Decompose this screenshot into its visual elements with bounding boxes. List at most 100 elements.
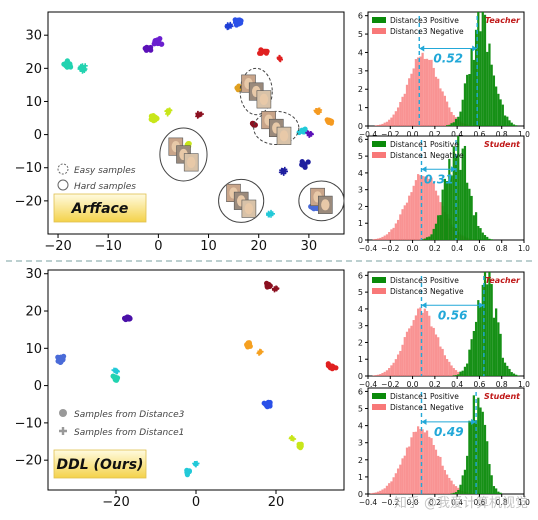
histogram-bar xyxy=(503,362,507,376)
y-tick-label: 4 xyxy=(358,48,363,57)
histogram-bar xyxy=(430,326,433,376)
histogram-bar xyxy=(396,468,400,494)
y-tick-label: 1 xyxy=(358,219,363,228)
histogram-bar xyxy=(499,99,502,126)
cluster-point xyxy=(151,41,157,47)
histogram-bar xyxy=(414,59,418,126)
histogram-bar xyxy=(370,493,373,494)
cluster-point xyxy=(125,316,132,322)
series-1 xyxy=(374,52,473,127)
y-tick-label: −10 xyxy=(15,416,42,431)
x-tick-label: 1.0 xyxy=(518,498,530,507)
gap-arrowhead-right xyxy=(451,166,457,173)
y-tick-label: 0 xyxy=(358,372,363,381)
cluster-9 xyxy=(271,285,280,293)
x-tick-label: 0.8 xyxy=(496,380,508,389)
histogram-bar xyxy=(454,375,458,376)
histogram-bar xyxy=(414,315,418,376)
histogram-bar xyxy=(517,375,520,376)
histogram-bar xyxy=(410,73,413,126)
histogram-bar xyxy=(423,58,426,127)
cluster-6 xyxy=(244,340,253,350)
histogram-bar xyxy=(450,480,453,494)
cluster-10 xyxy=(261,399,273,410)
histogram-bottom-right-lower: 0 1 2 3 4 5 6 −0.4 −0.2 0.0 0.2 0.4 0.6 0.8 1.0 0.49 Dis… xyxy=(358,387,530,507)
histogram-bar xyxy=(428,436,431,494)
histogram-bar xyxy=(403,93,406,126)
y-tick-label: 3 xyxy=(358,186,363,195)
cluster-12 xyxy=(296,441,304,451)
cluster-point xyxy=(225,22,231,28)
histogram-bar xyxy=(401,458,404,494)
x-tick-label: 0.2 xyxy=(429,244,441,253)
legend-label: Distance3 Positive xyxy=(390,276,459,285)
histogram-bar xyxy=(437,337,440,376)
histogram-bar xyxy=(430,438,433,494)
x-tick-label: −0.2 xyxy=(381,244,399,253)
histogram-bar xyxy=(448,361,451,376)
histogram-bar xyxy=(457,489,460,494)
histogram-bar xyxy=(483,14,487,126)
histogram-bar xyxy=(394,473,397,494)
histogram-bar xyxy=(463,145,467,240)
hard-sample-ellipse xyxy=(298,180,345,222)
cluster-point xyxy=(297,442,303,448)
y-tick-label: 20 xyxy=(25,62,42,77)
histogram-bar xyxy=(479,306,482,376)
cluster-point xyxy=(145,45,151,51)
histogram-bar xyxy=(419,175,422,240)
scatter-panel-bottom-left: −20 0 20 −20 −10 0 10 20 30 Samples from Distance… xyxy=(15,267,345,510)
histogram-bar xyxy=(403,455,406,494)
x-tick-label: 0.0 xyxy=(407,380,419,389)
histogram-bar xyxy=(441,189,444,240)
histogram-bar xyxy=(450,123,453,126)
legend-label: Distance1 Positive xyxy=(390,392,459,401)
series-1 xyxy=(370,426,473,494)
cluster-5 xyxy=(192,460,200,468)
cluster-point xyxy=(257,350,262,356)
x-tick-label: 1.0 xyxy=(518,380,530,389)
histogram-bar xyxy=(437,215,440,240)
x-tick-label: 0.4 xyxy=(451,130,463,139)
histogram-bar xyxy=(488,43,491,127)
corner-label: Student xyxy=(484,392,521,401)
histogram-bar xyxy=(432,228,435,240)
cluster-7 xyxy=(256,348,264,356)
histogram-bar xyxy=(379,490,382,494)
histogram-bar xyxy=(381,372,384,376)
gap-label: 0.49 xyxy=(434,425,464,439)
hard-sample-ellipse xyxy=(218,178,265,223)
histogram-bar xyxy=(417,308,420,376)
x-tick-label: −0.2 xyxy=(381,130,399,139)
x-tick-label: −0.2 xyxy=(381,498,399,507)
legend-label: Distance3 Positive xyxy=(390,16,459,25)
legend-label: Samples from Distance3 xyxy=(74,410,185,420)
histogram-bar xyxy=(446,181,449,240)
x-tick-label: 0.8 xyxy=(496,130,508,139)
histogram-bar xyxy=(508,120,511,126)
histogram-bar xyxy=(394,223,397,240)
cluster-point xyxy=(307,132,313,138)
histogram-bar xyxy=(506,116,509,126)
x-tick-label: 0 xyxy=(154,239,162,254)
histogram-bar xyxy=(452,375,455,376)
cluster-point xyxy=(113,367,119,373)
histogram-bar xyxy=(490,475,493,494)
histogram-bar xyxy=(474,29,478,126)
cluster-2 xyxy=(142,44,154,53)
face-group-2 xyxy=(159,127,208,182)
face-shape xyxy=(279,130,289,142)
histogram-bar xyxy=(379,237,382,240)
x-tick-label: 0.4 xyxy=(451,244,463,253)
y-tick-label: −20 xyxy=(15,454,42,469)
series-0 xyxy=(450,395,502,494)
cluster-point xyxy=(197,111,203,117)
cluster-point xyxy=(165,110,171,116)
histogram-bar xyxy=(388,232,391,240)
histogram-bar xyxy=(421,429,424,494)
cluster-4 xyxy=(184,467,192,478)
histogram-bar xyxy=(434,190,438,240)
histogram-bar xyxy=(434,449,438,494)
histogram-bar xyxy=(428,59,431,126)
